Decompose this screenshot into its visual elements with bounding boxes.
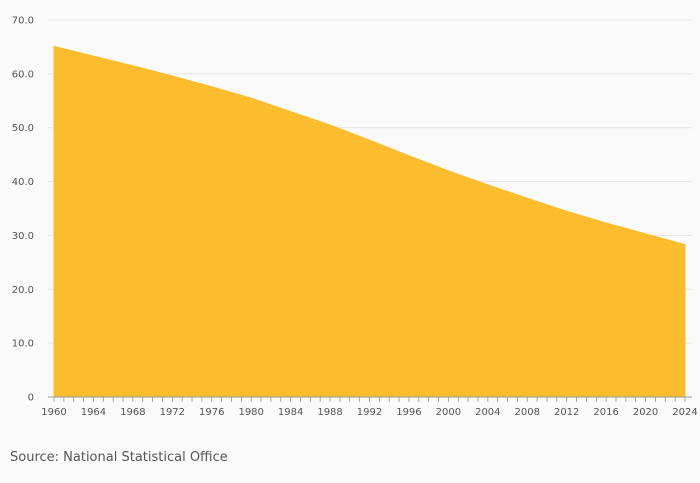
y-tick-label: 70.0 bbox=[12, 16, 34, 27]
x-tick-label: 2004 bbox=[475, 407, 500, 418]
x-tick-label: 1968 bbox=[120, 407, 145, 418]
y-tick-label: 30.0 bbox=[12, 231, 34, 242]
area-fill bbox=[53, 45, 686, 398]
x-tick-label: 1980 bbox=[238, 407, 263, 418]
x-axis bbox=[48, 396, 692, 402]
x-tick-label: 2000 bbox=[436, 407, 461, 418]
x-tick-label: 1976 bbox=[199, 407, 224, 418]
x-tick-label: 2016 bbox=[593, 407, 618, 418]
x-axis-tick-labels: 1960 1964 1968 1972 1976 1980 1984 1988 1992 1996… bbox=[41, 407, 697, 418]
y-tick-label: 20.0 bbox=[12, 285, 34, 296]
y-tick-label: 40.0 bbox=[12, 177, 34, 188]
x-tick-label: 1984 bbox=[278, 407, 303, 418]
x-tick-label: 1972 bbox=[160, 407, 185, 418]
y-tick-label: 50.0 bbox=[12, 123, 34, 134]
x-tick-label: 1996 bbox=[396, 407, 421, 418]
x-tick-label: 1964 bbox=[81, 407, 106, 418]
x-tick-label: 2008 bbox=[515, 407, 540, 418]
source-note: Source: National Statistical Office bbox=[10, 450, 228, 465]
y-axis-tick-labels: 0 10.0 20.0 30.0 40.0 50.0 60.0 70.0 bbox=[12, 16, 34, 404]
x-tick-label: 1988 bbox=[317, 407, 342, 418]
x-tick-label: 2020 bbox=[633, 407, 658, 418]
area-series bbox=[53, 45, 686, 398]
area-chart: 010.020.030.040.050.060.070.0 1960 1964 19… bbox=[12, 16, 698, 419]
x-tick-label: 1992 bbox=[357, 407, 382, 418]
y-tick-label: 10.0 bbox=[12, 339, 34, 350]
x-tick-label: 2012 bbox=[554, 407, 579, 418]
y-tick-label: 60.0 bbox=[12, 69, 34, 80]
x-tick-label: 2024 bbox=[672, 407, 697, 418]
x-tick-label: 1960 bbox=[41, 407, 66, 418]
y-tick-label: 0 bbox=[28, 393, 34, 404]
